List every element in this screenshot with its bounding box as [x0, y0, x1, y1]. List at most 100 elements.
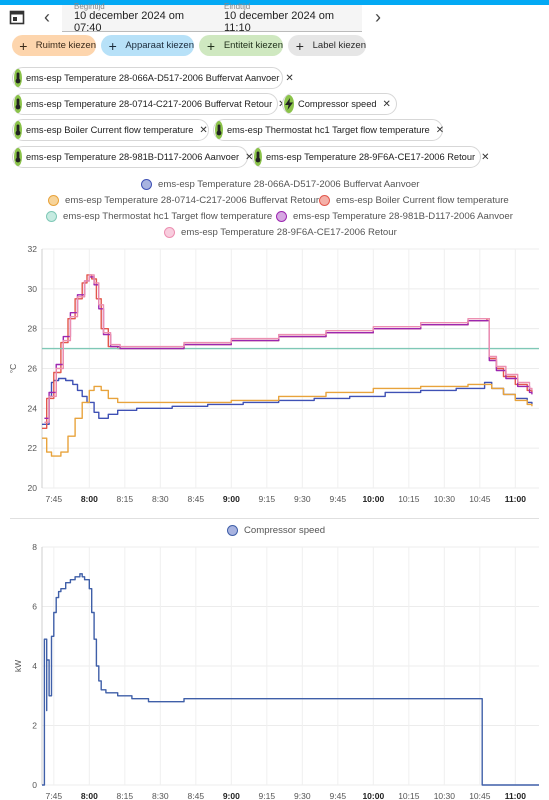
thermometer-icon [254, 148, 262, 166]
x-tick-label: 8:00 [81, 494, 98, 504]
legend-label: Compressor speed [244, 525, 326, 536]
entity-chip-label: Compressor speed [298, 99, 377, 109]
x-tick-label: 10:00 [362, 494, 384, 504]
y-tick-label: 8 [32, 542, 37, 552]
chart-divider [10, 518, 539, 519]
start-date-field[interactable]: Begintijd 10 december 2024 om 07:40 [62, 2, 212, 34]
legend-item[interactable]: ems-esp Temperature 28-0714-C217-2006 Bu… [48, 195, 319, 206]
thermometer-icon [215, 121, 223, 139]
app-top-bar [0, 0, 549, 5]
entity-chip: ems-esp Temperature 28-9F6A-CE17-2006 Re… [252, 146, 490, 168]
calendar-icon[interactable] [9, 9, 25, 25]
y-tick-label: 4 [32, 661, 37, 671]
compressor-speed-chart[interactable]: 0 2 4 6 8 7:45 8:00 8:15 8:30 8:45 9:00 9:15 9:30 9:4… [0, 540, 549, 800]
legend-item[interactable]: Compressor speed [227, 525, 325, 536]
series-line-0 [42, 377, 533, 425]
thermometer-icon [14, 121, 22, 139]
entity-picker-label: Entiteit kiezen [223, 40, 283, 51]
end-date-field[interactable]: Eindtijd 10 december 2024 om 11:10 [212, 2, 362, 34]
x-tick-label: 8:30 [152, 494, 169, 504]
legend-label: ems-esp Temperature 28-066A-D517-2006 Bu… [158, 179, 420, 190]
remove-entity-icon[interactable]: ✕ [481, 151, 490, 163]
legend-item[interactable]: ems-esp Thermostat hc1 Target flow tempe… [46, 211, 272, 222]
entity-chip-label: ems-esp Temperature 28-9F6A-CE17-2006 Re… [266, 152, 476, 162]
plus-icon: + [19, 37, 28, 54]
y-tick-label: 2 [32, 721, 37, 731]
entity-chip: ems-esp Temperature 28-066A-D517-2006 Bu… [12, 67, 294, 89]
start-date-value: 10 december 2024 om 07:40 [74, 10, 185, 34]
legend-swatch-4 [276, 211, 287, 222]
label-picker-label: Label kiezen [312, 40, 366, 51]
y-tick-label: 22 [28, 443, 38, 453]
device-picker-label: Apparaat kiezen [125, 40, 194, 51]
x-tick-label: 7:45 [46, 791, 63, 800]
y-tick-label: 26 [28, 364, 38, 374]
entity-chip-label: ems-esp Thermostat hc1 Target flow tempe… [227, 125, 430, 135]
x-tick-label: 11:00 [505, 494, 527, 504]
remove-entity-icon[interactable]: ✕ [382, 98, 391, 110]
series-line-0 [42, 573, 539, 786]
thermometer-icon [14, 69, 22, 87]
entity-chip: ems-esp Temperature 28-0714-C217-2006 Bu… [12, 93, 287, 115]
legend-label: ems-esp Temperature 28-981B-D117-2006 Aa… [293, 211, 513, 222]
legend-label: ems-esp Temperature 28-9F6A-CE17-2006 Re… [181, 227, 397, 238]
x-tick-label: 8:00 [81, 791, 98, 800]
y-tick-label: 32 [28, 244, 38, 254]
device-picker-button[interactable]: + Apparaat kiezen [101, 35, 194, 56]
x-tick-label: 10:30 [434, 494, 456, 504]
x-tick-label: 10:45 [469, 791, 491, 800]
legend-item[interactable]: ems-esp Boiler Current flow temperature [319, 195, 509, 206]
x-tick-label: 9:00 [223, 494, 240, 504]
entity-picker-button[interactable]: + Entiteit kiezen [199, 35, 283, 56]
entity-chip: ems-esp Boiler Current flow temperature … [12, 119, 209, 141]
previous-period-button[interactable]: ‹ [44, 6, 50, 27]
legend-label: ems-esp Thermostat hc1 Target flow tempe… [63, 211, 273, 222]
series-line-5 [44, 274, 533, 423]
y-tick-label: 0 [32, 780, 37, 790]
entity-chip-label: ems-esp Temperature 28-0714-C217-2006 Bu… [26, 99, 273, 109]
temperature-chart[interactable]: 20 22 24 26 28 30 32 7:45 8:00 8:15 8:30 8:45 9:00 9:… [0, 240, 549, 512]
legend-item[interactable]: ems-esp Temperature 28-981B-D117-2006 Aa… [276, 211, 513, 222]
x-tick-label: 9:45 [330, 791, 347, 800]
legend-label: ems-esp Temperature 28-0714-C217-2006 Bu… [65, 195, 320, 206]
y-axis-label: °C [8, 364, 18, 374]
y-axis-label: kW [13, 660, 23, 672]
x-tick-label: 11:00 [505, 791, 527, 800]
remove-entity-icon[interactable]: ✕ [245, 151, 254, 163]
legend-swatch-1 [48, 195, 59, 206]
next-period-button[interactable]: › [375, 6, 381, 27]
legend-item[interactable]: ems-esp Temperature 28-066A-D517-2006 Bu… [141, 179, 420, 190]
legend-swatch-5 [164, 227, 175, 238]
x-tick-label: 8:45 [188, 791, 205, 800]
date-range-header: ‹ Begintijd 10 december 2024 om 07:40 Ei… [0, 2, 549, 34]
x-tick-label: 9:30 [294, 791, 311, 800]
remove-entity-icon[interactable]: ✕ [285, 72, 294, 84]
x-tick-label: 9:30 [294, 494, 311, 504]
legend-swatch-0 [141, 179, 152, 190]
x-tick-label: 8:15 [117, 494, 134, 504]
start-date-label: Begintijd [74, 2, 105, 11]
entity-chip-label: ems-esp Temperature 28-066A-D517-2006 Bu… [26, 73, 280, 83]
thermometer-icon [14, 148, 22, 166]
end-date-label: Eindtijd [224, 2, 251, 11]
area-picker-button[interactable]: + Ruimte kiezen [12, 35, 96, 56]
y-tick-label: 28 [28, 324, 38, 334]
legend-item[interactable]: ems-esp Temperature 28-9F6A-CE17-2006 Re… [164, 227, 397, 238]
y-tick-label: 30 [28, 284, 38, 294]
x-tick-label: 10:15 [398, 494, 420, 504]
legend-swatch-3 [46, 211, 57, 222]
x-tick-label: 9:15 [259, 494, 276, 504]
remove-entity-icon[interactable]: ✕ [199, 124, 208, 136]
legend-label: ems-esp Boiler Current flow temperature [336, 195, 509, 206]
legend-swatch-compressor [227, 525, 238, 536]
remove-entity-icon[interactable]: ✕ [435, 124, 445, 136]
plus-icon: + [295, 37, 304, 54]
label-picker-button[interactable]: + Label kiezen [288, 35, 366, 56]
area-picker-label: Ruimte kiezen [35, 40, 96, 51]
x-tick-label: 10:00 [362, 791, 384, 800]
entity-chip: Compressor speed ✕ [282, 93, 397, 115]
x-tick-label: 9:00 [223, 791, 240, 800]
x-tick-label: 10:30 [434, 791, 456, 800]
x-tick-label: 10:15 [398, 791, 420, 800]
x-tick-label: 10:45 [469, 494, 491, 504]
